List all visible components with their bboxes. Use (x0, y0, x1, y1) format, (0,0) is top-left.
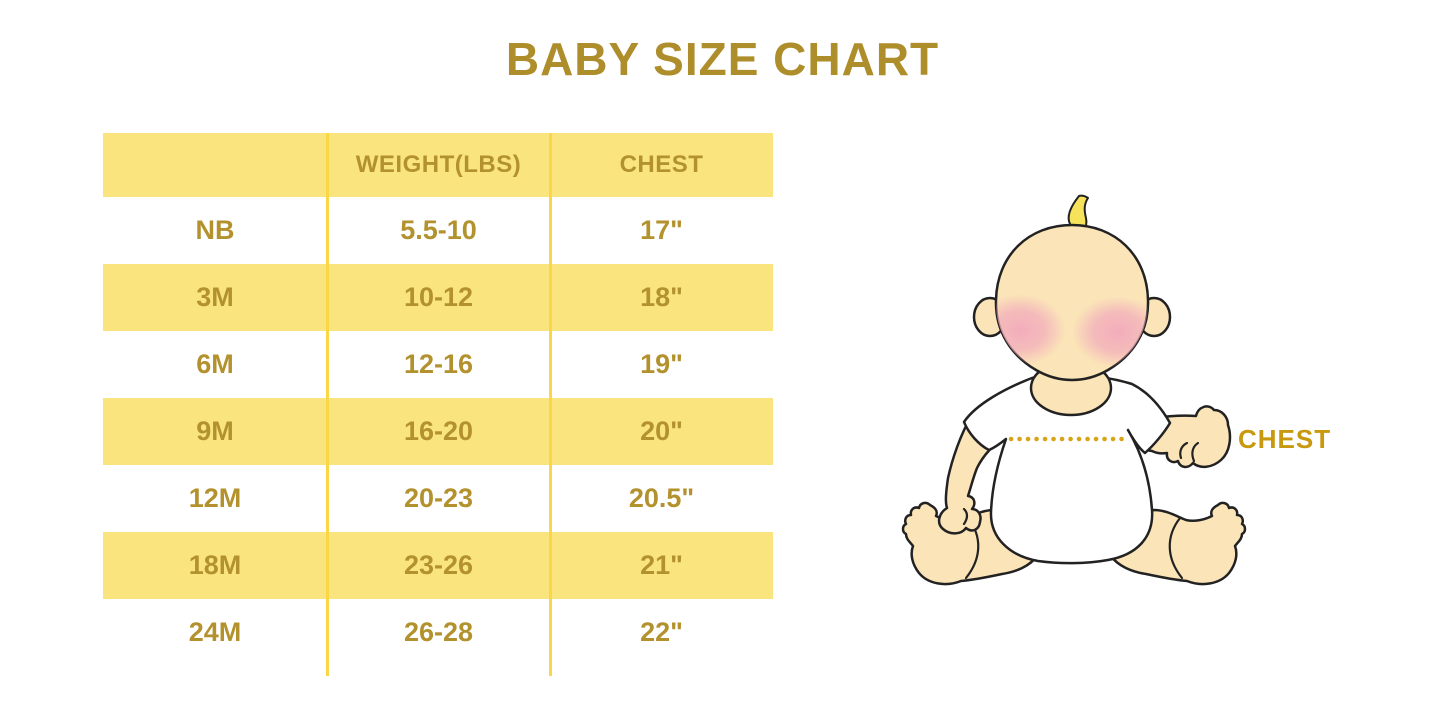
weight-cell: 5.5-10 (400, 215, 477, 245)
size-table: WEIGHT(LBS) CHEST NB 5.5-10 17" 3M 10-12… (103, 133, 773, 666)
chest-cell: 17" (640, 215, 683, 245)
size-cell: 6M (196, 349, 234, 379)
header-size-cell (103, 133, 327, 197)
weight-cell: 16-20 (403, 416, 474, 446)
baby-onesie (962, 373, 1172, 565)
table-row: 12M 20-23 20.5" (103, 465, 773, 532)
chest-cell: 20.5" (628, 483, 695, 513)
table-row: 3M 10-12 18" (103, 264, 773, 331)
baby-illustration (901, 194, 1247, 586)
table-row: 6M 12-16 19" (103, 331, 773, 398)
chest-cell: 19" (640, 349, 683, 379)
left-hand-curl (962, 507, 969, 526)
column-divider-line (549, 133, 552, 676)
chest-measure-label: CHEST (1238, 424, 1332, 454)
fist-finger-curl (1191, 441, 1200, 463)
table-row: NB 5.5-10 17" (103, 197, 773, 264)
table-row: 9M 16-20 20" (103, 398, 773, 465)
size-cell: 12M (188, 483, 242, 513)
weight-cell: 12-16 (403, 349, 474, 379)
weight-cell: 10-12 (403, 282, 474, 312)
size-cell: 9M (196, 416, 234, 446)
header-weight-cell: WEIGHT(LBS) (355, 151, 522, 178)
weight-cell: 23-26 (403, 550, 474, 580)
size-cell: 18M (188, 550, 242, 580)
header-chest-cell: CHEST (619, 151, 704, 178)
size-cell: 24M (188, 617, 242, 647)
page-title: BABY SIZE CHART (505, 33, 940, 85)
size-cell: NB (195, 215, 235, 245)
weight-cell: 20-23 (403, 483, 474, 513)
table-header-row: WEIGHT(LBS) CHEST (103, 133, 773, 197)
chest-cell: 20" (640, 416, 683, 446)
size-cell: 3M (196, 282, 234, 312)
weight-cell: 26-28 (403, 617, 474, 647)
chest-cell: 22" (640, 617, 683, 647)
chest-cell: 18" (640, 282, 683, 312)
table-row: 24M 26-28 22" (103, 599, 773, 666)
column-divider-line (326, 133, 329, 676)
fist-finger-curl (1179, 441, 1189, 460)
table-row: 18M 23-26 21" (103, 532, 773, 599)
chest-cell: 21" (640, 550, 683, 580)
